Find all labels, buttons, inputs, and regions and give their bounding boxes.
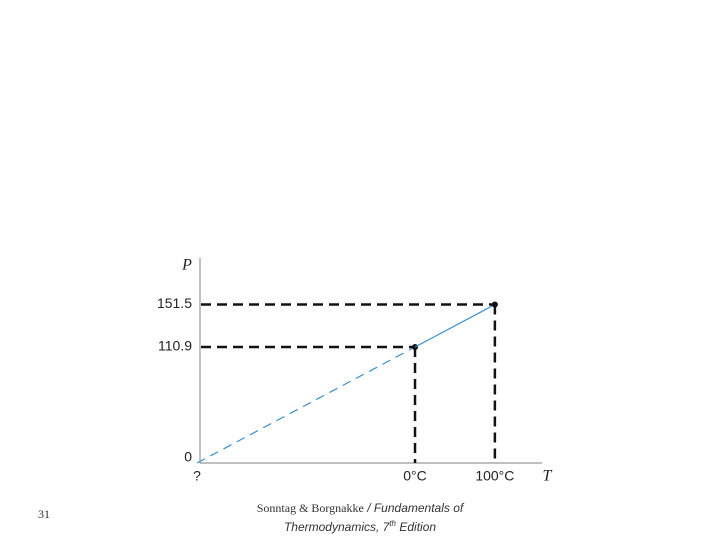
x-tick-label: 0°C (403, 468, 427, 484)
line-segment (414, 304, 496, 348)
data-point (491, 301, 498, 308)
y-axis-title: P (181, 257, 192, 274)
x-axis-title: T (543, 468, 553, 485)
credit: Sonntag & Borgnakke / Fundamentals of Th… (245, 501, 475, 535)
credit-edition: Edition (399, 520, 437, 534)
credit-superscript: th (389, 519, 396, 528)
y-tick-label: 0 (184, 449, 192, 465)
y-tick-label: 151.5 (157, 295, 192, 311)
credit-title: / Fundamentals of Thermodynamics, 7 (283, 501, 464, 534)
line-segment (196, 346, 416, 464)
x-tick-label: 100°C (475, 468, 514, 484)
credit-authors: Sonntag & Borgnakke (256, 501, 364, 515)
page-number: 31 (38, 507, 50, 521)
x-tick-label: ? (193, 468, 201, 484)
y-tick-label: 110.9 (158, 338, 192, 354)
